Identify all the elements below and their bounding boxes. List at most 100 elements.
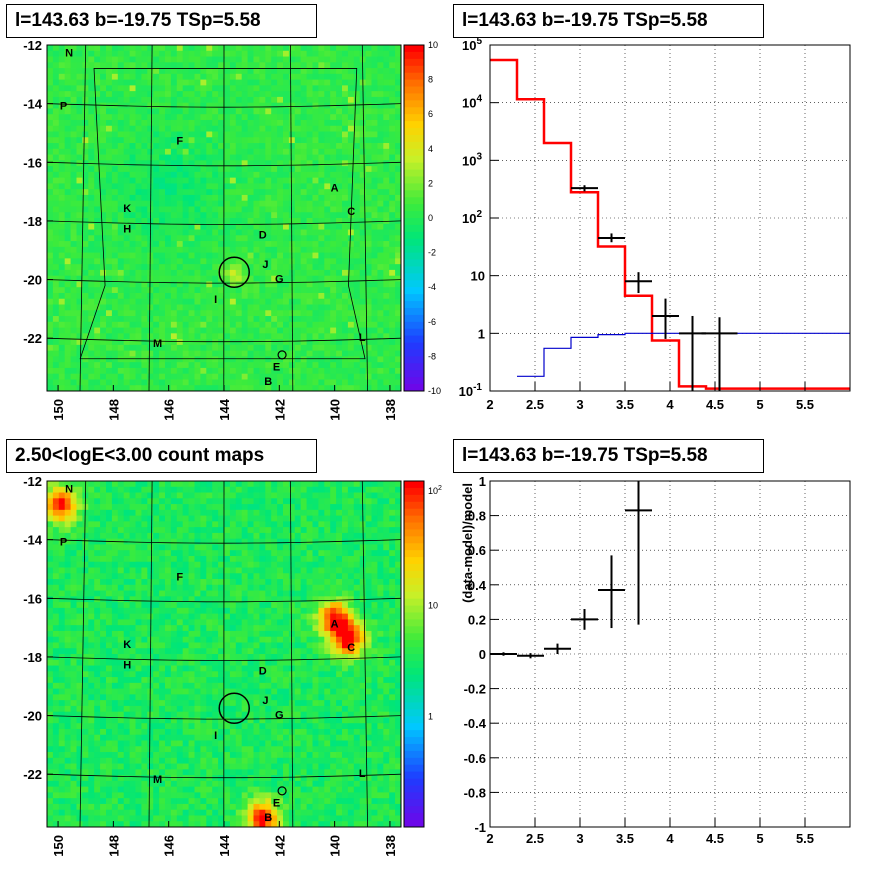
map-pixel	[165, 486, 172, 493]
map-pixel	[347, 269, 355, 277]
map-pixel	[277, 241, 284, 248]
map-pixel	[182, 287, 189, 294]
map-pixel	[318, 304, 325, 311]
map-pixel	[88, 746, 95, 753]
map-pixel	[389, 108, 396, 115]
map-pixel	[70, 734, 77, 741]
map-pixel	[88, 492, 95, 499]
map-pixel	[82, 333, 89, 340]
map-pixel	[153, 212, 160, 219]
map-pixel	[88, 504, 95, 511]
map-pixel	[88, 481, 95, 488]
map-pixel	[247, 281, 254, 288]
map-pixel	[153, 235, 160, 242]
map-pixel	[312, 171, 319, 179]
map-pixel	[194, 356, 201, 363]
map-pixel	[318, 119, 325, 127]
map-pixel	[330, 304, 337, 311]
map-pixel	[129, 688, 136, 695]
map-pixel	[82, 235, 89, 242]
map-pixel	[200, 269, 207, 277]
map-pixel	[224, 206, 231, 213]
map-pixel	[106, 780, 113, 788]
map-pixel	[229, 137, 237, 144]
map-pixel	[64, 579, 71, 586]
map-pixel	[159, 166, 166, 173]
map-pixel	[100, 792, 107, 799]
map-pixel	[64, 385, 71, 392]
map-pixel	[206, 50, 213, 57]
map-pixel	[165, 573, 172, 580]
map-pixel	[82, 815, 89, 822]
map-pixel	[359, 258, 366, 265]
map-pixel	[129, 356, 136, 363]
map-pixel	[241, 292, 248, 300]
colorbar-swatch	[404, 266, 424, 274]
map-pixel	[218, 339, 225, 346]
map-pixel	[165, 223, 172, 230]
map-pixel	[182, 350, 189, 357]
colorbar-swatch	[404, 370, 424, 378]
map-pixel	[135, 50, 142, 57]
map-pixel	[135, 711, 142, 718]
longitude-line	[290, 44, 294, 392]
map-pixel	[300, 287, 307, 294]
map-pixel	[353, 91, 361, 98]
map-pixel	[100, 654, 107, 661]
map-pixel	[229, 177, 237, 184]
map-pixel	[64, 504, 71, 511]
map-pixel	[70, 492, 77, 499]
map-pixel	[58, 746, 66, 753]
colorbar-tick-label: -4	[428, 282, 436, 292]
map-pixel	[76, 68, 83, 75]
map-pixel	[123, 694, 130, 701]
map-pixel	[58, 45, 66, 52]
map-pixel	[111, 769, 119, 776]
map-pixel	[165, 91, 172, 98]
map-pixel	[165, 613, 172, 620]
map-pixel	[371, 235, 378, 242]
map-pixel	[52, 815, 60, 822]
map-pixel	[123, 385, 130, 392]
map-pixel	[117, 367, 125, 375]
map-pixel	[229, 200, 237, 207]
map-pixel	[141, 492, 148, 499]
map-pixel	[324, 108, 331, 115]
map-pixel	[235, 143, 243, 150]
map-pixel	[129, 636, 136, 643]
map-pixel	[111, 780, 119, 788]
map-pixel	[312, 367, 319, 375]
map-pixel	[188, 350, 195, 357]
map-pixel	[82, 671, 89, 678]
map-pixel	[106, 189, 113, 196]
map-pixel	[135, 746, 142, 753]
map-pixel	[253, 218, 260, 225]
map-pixel	[283, 264, 290, 271]
map-pixel	[389, 85, 396, 92]
map-pixel	[106, 281, 113, 288]
map-pixel	[159, 665, 166, 672]
map-pixel	[188, 206, 195, 213]
map-pixel	[94, 327, 101, 334]
map-pixel	[200, 223, 207, 230]
map-pixel	[165, 367, 172, 375]
map-pixel	[383, 96, 390, 104]
map-pixel	[170, 206, 178, 213]
map-pixel	[47, 229, 54, 236]
map-pixel	[129, 362, 136, 369]
map-pixel	[294, 292, 302, 300]
map-pixel	[170, 85, 178, 92]
map-pixel	[106, 636, 113, 643]
map-pixel	[76, 143, 83, 150]
map-pixel	[194, 321, 201, 328]
map-pixel	[176, 379, 184, 386]
map-pixel	[277, 327, 284, 334]
map-pixel	[383, 56, 390, 63]
map-pixel	[294, 229, 302, 236]
map-pixel	[241, 102, 248, 109]
map-pixel	[58, 648, 66, 655]
map-pixel	[129, 177, 136, 184]
map-pixel	[135, 567, 142, 574]
map-pixel	[58, 780, 66, 788]
map-pixel	[94, 803, 101, 811]
